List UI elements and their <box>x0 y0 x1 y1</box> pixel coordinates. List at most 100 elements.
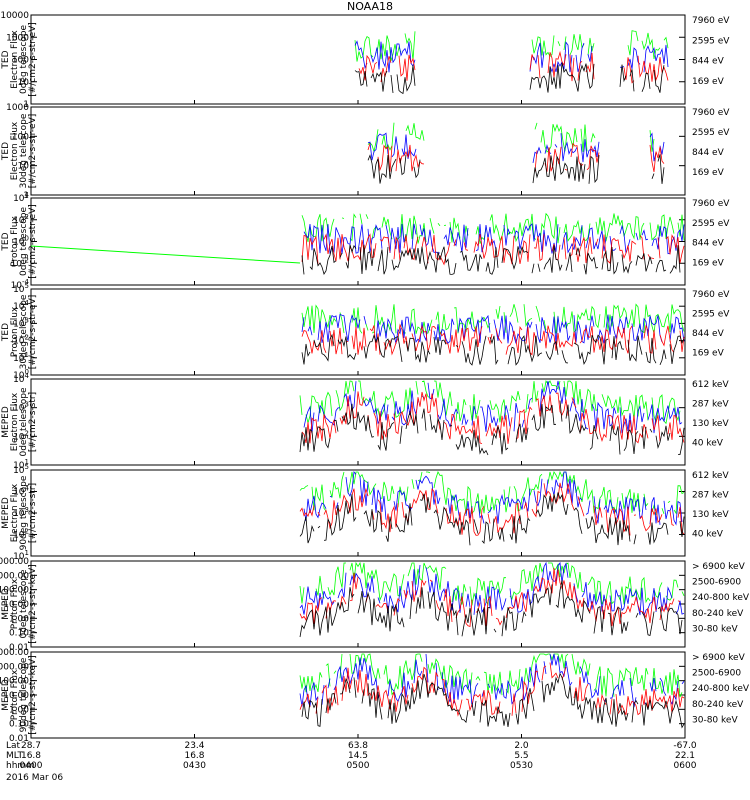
y-axis-label: TEDElectron Flux0deg telescope[#/cm2-s-s… <box>1 22 38 97</box>
panel-frame <box>30 560 686 648</box>
x-row-label: MLT <box>6 751 24 761</box>
x-row-label: hhmm <box>6 761 35 771</box>
y-axis-label: MEPEDElectron Flux90deg telescope[#/cm2-… <box>1 475 38 550</box>
x-tick-lat: 23.4 <box>184 741 204 751</box>
legend-entry: 240-800 keV <box>692 593 750 603</box>
panel-frame <box>30 14 686 105</box>
y-tick-label: 1000.00 <box>0 662 29 672</box>
y-tick-label: 100.00 <box>0 677 29 687</box>
series-traces <box>301 303 685 366</box>
legend-entry: > 6900 keV <box>692 653 746 663</box>
y-tick-label: 1 <box>23 100 29 110</box>
series-traces <box>354 30 669 94</box>
series-red <box>299 482 685 536</box>
series-green <box>301 212 685 244</box>
x-tick-lat: -67.0 <box>673 741 697 751</box>
legend-entry: 2595 eV <box>692 128 730 138</box>
legend-entry: 130 keV <box>692 419 729 429</box>
y-axis-label: TEDProton Flux30deg telescope[#/cm2-s-st… <box>1 294 38 369</box>
series-black <box>299 492 685 546</box>
x-row-label: Lat <box>6 741 21 751</box>
series-red <box>529 50 595 82</box>
x-tick-mlt: 5.5 <box>514 751 528 761</box>
series-traces <box>30 212 685 274</box>
series-red <box>358 54 416 83</box>
y-tick-label: 10.00 <box>3 691 29 701</box>
series-red <box>649 144 665 172</box>
x-tick-lat: 63.8 <box>348 741 368 751</box>
y-axis-label: TEDProton Flux0deg telescope[#/cm2-s-str… <box>1 204 38 279</box>
legend-entry: 7960 eV <box>692 108 730 118</box>
legend-entry: 169 eV <box>692 168 725 178</box>
legend-entry: 2500-6900 <box>692 578 741 588</box>
legend-entry: 7960 eV <box>692 290 730 300</box>
legend-entry: 40 keV <box>692 439 724 449</box>
legend-entry: 169 eV <box>692 77 725 87</box>
series-traces <box>299 561 685 638</box>
legend-entry: 844 eV <box>692 329 725 339</box>
panel-8: 0.01 0.10 1.00 10.00 100.00 1000.00 10000.00ME… <box>0 648 750 744</box>
series-blue <box>299 653 685 708</box>
y-tick-label: 100.00 <box>0 586 29 596</box>
panel-frame <box>30 197 686 286</box>
legend-entry: 612 keV <box>692 380 729 390</box>
series-green-early <box>30 245 301 264</box>
legend-entry: 80-240 keV <box>692 700 744 710</box>
series-black <box>301 333 685 366</box>
series-green <box>299 470 685 515</box>
x-tick-lat: 2.0 <box>514 741 529 751</box>
x-tick-hhmm: 0500 <box>347 761 370 771</box>
x-tick-hhmm: 0430 <box>183 761 206 771</box>
series-red <box>299 662 685 717</box>
y-tick-label: 104 <box>13 191 29 204</box>
legend-entry: 240-800 keV <box>692 684 750 694</box>
series-blue <box>649 132 665 162</box>
y-tick-label: 1 <box>23 191 29 201</box>
legend-entry: 80-240 keV <box>692 609 744 619</box>
x-tick-mlt: 22.1 <box>675 751 695 761</box>
series-black <box>301 672 685 729</box>
y-tick-label: 10 <box>18 78 30 88</box>
legend-entry: 2595 eV <box>692 36 730 46</box>
series-blue <box>303 471 683 526</box>
legend-entry: 7960 eV <box>692 16 730 26</box>
series-green <box>299 653 683 698</box>
y-tick-label: 0.10 <box>9 720 29 730</box>
legend-entry: 2500-6900 <box>692 669 741 679</box>
series-green <box>354 31 416 62</box>
panel-7: 0.01 0.10 1.00 10.00 100.00 1000.00 10000.00ME… <box>0 557 750 653</box>
legend-entry: 40 keV <box>692 530 724 540</box>
legend-entry: 287 keV <box>692 491 729 501</box>
legend-entry: 7960 eV <box>692 199 730 209</box>
y-tick-label: 0.01 <box>9 643 29 653</box>
series-blue <box>299 561 685 617</box>
series-black <box>299 580 683 638</box>
y-tick-label: 10 <box>18 162 30 172</box>
legend-entry: 169 eV <box>692 258 725 268</box>
legend-entry: 30-80 keV <box>692 624 738 634</box>
legend-entry: 844 eV <box>692 239 725 249</box>
y-tick-label: 10000.00 <box>0 557 29 567</box>
x-tick-mlt: 16.8 <box>21 751 41 761</box>
legend-entry: 612 keV <box>692 471 729 481</box>
series-black <box>651 154 665 184</box>
legend-entry: 844 eV <box>692 148 725 158</box>
x-tick-hhmm: 0530 <box>510 761 533 771</box>
y-axis-label: TEDElectron Flux30deg telescope[#/cm2-s-… <box>1 113 38 188</box>
series-blue <box>303 380 683 434</box>
y-tick-label: 1000 <box>6 103 29 113</box>
legend-entry: 287 keV <box>692 400 729 410</box>
y-tick-label: 0.10 <box>9 629 29 639</box>
series-green <box>299 379 681 425</box>
series-green <box>627 30 669 59</box>
series-black <box>532 154 600 184</box>
y-tick-label: 10000.00 <box>0 648 29 658</box>
y-tick-label: 1.00 <box>9 705 29 715</box>
y-tick-label: 100 <box>12 132 29 142</box>
series-traces <box>299 379 685 456</box>
